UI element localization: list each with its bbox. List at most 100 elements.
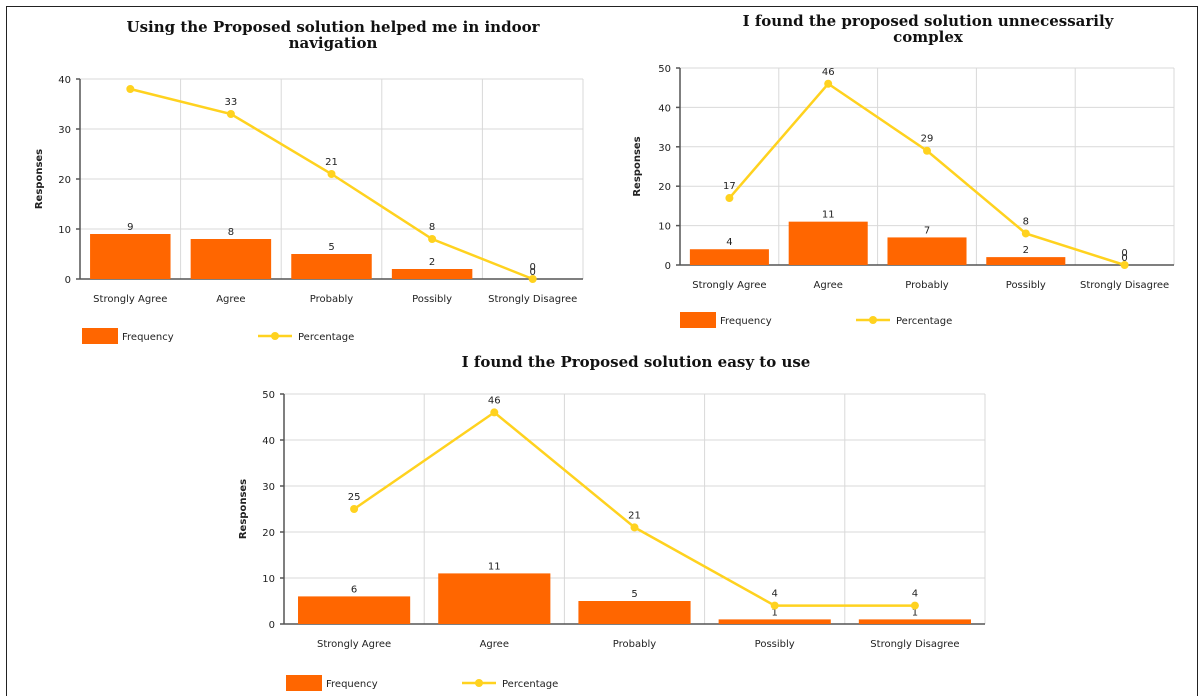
y-tick-label: 50 (658, 64, 671, 75)
chart-title: I found the Proposed solution easy to us… (462, 353, 811, 371)
y-tick-label: 0 (665, 261, 671, 272)
legend-label-percentage: Percentage (896, 316, 952, 327)
line-point (327, 170, 336, 178)
line-point (350, 505, 359, 513)
x-tick-label: Possibly (412, 294, 452, 305)
legend-marker-percentage (869, 316, 877, 324)
x-tick-label: Agree (814, 280, 843, 291)
chart-title-line: complex (893, 28, 964, 46)
bar (391, 269, 473, 279)
y-tick-label: 30 (658, 143, 671, 154)
line-point (490, 408, 499, 417)
line-point (226, 110, 235, 118)
line-point (630, 523, 639, 532)
line-point (528, 275, 537, 283)
bar (788, 221, 868, 265)
line-data-label: 21 (628, 510, 641, 521)
line-point (1120, 261, 1129, 269)
chart-title: Using the Proposed solution helped me in… (127, 18, 541, 52)
bar-data-label: 2 (1023, 245, 1029, 256)
y-tick-label: 40 (58, 75, 71, 86)
legend-label-frequency: Frequency (720, 316, 772, 327)
chart-easy-to-use: I found the Proposed solution easy to us… (238, 353, 986, 691)
y-tick-label: 10 (658, 222, 671, 233)
legend-marker-percentage (271, 332, 279, 340)
line-point (923, 146, 931, 155)
bar-data-label: 6 (351, 584, 357, 595)
bar-data-label: 2 (429, 257, 435, 268)
bar-data-label: 11 (488, 561, 501, 572)
x-tick-label: Strongly Agree (317, 639, 391, 650)
line-data-label: 29 (921, 134, 934, 145)
line-data-label: 33 (225, 97, 238, 108)
y-tick-label: 0 (65, 275, 71, 286)
bar (90, 234, 171, 279)
chart-title-line: I found the proposed solution unnecessar… (743, 12, 1115, 30)
bar-data-label: 8 (228, 227, 234, 238)
bar (689, 249, 769, 265)
chart-title-line: Using the Proposed solution helped me in… (127, 18, 541, 36)
legend-label-frequency: Frequency (326, 679, 378, 690)
bar-data-label: 11 (822, 210, 835, 221)
bar-data-label: 9 (127, 222, 133, 233)
bar (190, 239, 272, 279)
line-point (770, 601, 779, 610)
bar-data-label: 1 (912, 607, 918, 618)
bar (438, 573, 551, 624)
chart-indoor-navigation: Using the Proposed solution helped me in… (34, 18, 584, 344)
y-tick-label: 20 (58, 175, 71, 186)
line-data-label: 0 (530, 262, 536, 273)
legend-marker-percentage (475, 679, 483, 687)
bar (578, 601, 691, 624)
x-tick-label: Possibly (1006, 280, 1046, 291)
line-data-label: 25 (348, 492, 361, 503)
x-tick-label: Probably (905, 280, 948, 291)
bar-data-label: 4 (726, 237, 732, 248)
y-axis-label: Responses (34, 149, 45, 209)
line-data-label: 21 (325, 157, 338, 168)
bar-data-label: 5 (328, 242, 334, 253)
legend-swatch-frequency (680, 312, 716, 328)
chart-unnecessarily-complex: I found the proposed solution unnecessar… (632, 12, 1175, 328)
y-tick-label: 30 (58, 125, 71, 136)
line-point (725, 194, 734, 203)
bar (291, 254, 372, 279)
legend-swatch-frequency (82, 328, 118, 344)
y-axis-label: Responses (238, 479, 249, 539)
y-tick-label: 0 (269, 620, 275, 631)
x-tick-label: Probably (613, 639, 656, 650)
y-tick-label: 10 (58, 225, 71, 236)
line-data-label: 8 (429, 222, 435, 233)
bar (858, 619, 971, 624)
chart-title-line: I found the Proposed solution easy to us… (462, 353, 811, 371)
line-point (910, 601, 919, 610)
line-data-label: 46 (822, 67, 835, 78)
x-tick-label: Strongly Disagree (1080, 280, 1169, 291)
legend-swatch-frequency (286, 675, 322, 691)
x-tick-label: Possibly (755, 639, 795, 650)
bar-data-label: 0 (1121, 253, 1127, 264)
bar (986, 257, 1066, 265)
y-tick-label: 20 (262, 528, 275, 539)
y-axis-label: Responses (632, 136, 643, 196)
bar-data-label: 0 (530, 267, 536, 278)
y-tick-label: 10 (262, 574, 275, 585)
x-tick-label: Strongly Disagree (870, 639, 959, 650)
legend-label-percentage: Percentage (298, 332, 354, 343)
line-data-label: 46 (488, 395, 501, 406)
y-tick-label: 50 (262, 390, 275, 401)
line-data-label: 4 (772, 589, 778, 600)
x-tick-label: Agree (216, 294, 245, 305)
figure-frame (6, 6, 1198, 696)
line-point (428, 235, 437, 243)
y-tick-label: 40 (658, 103, 671, 114)
x-tick-label: Probably (310, 294, 353, 305)
bar (887, 237, 967, 265)
bar-data-label: 5 (631, 589, 637, 600)
line-data-label: 17 (723, 181, 736, 192)
line-point (126, 85, 135, 93)
x-tick-label: Strongly Agree (93, 294, 167, 305)
x-tick-label: Strongly Agree (692, 280, 766, 291)
line-data-label: 4 (912, 589, 918, 600)
y-tick-label: 30 (262, 482, 275, 493)
